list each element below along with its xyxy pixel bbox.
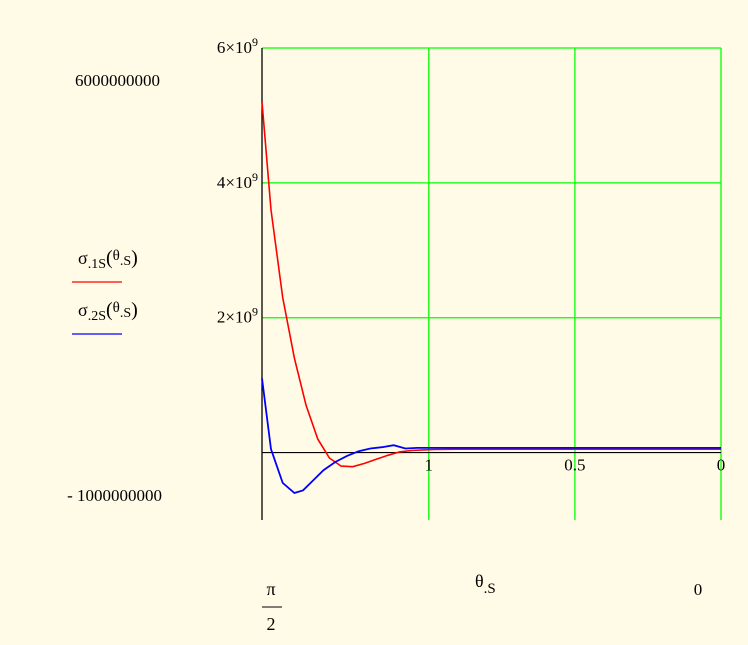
- x-range-left-numerator: π: [266, 579, 275, 599]
- x-range-left-denominator: 2: [267, 614, 276, 634]
- y-range-bottom-label: - 1000000000: [67, 486, 162, 505]
- y-range-top-label: 6000000000: [75, 71, 160, 90]
- x-axis-label: θ.S: [475, 571, 496, 597]
- legend-label-1: σ.1S(θ.S): [78, 247, 138, 272]
- x-tick-label: 0: [717, 456, 726, 475]
- x-tick-label: 0.5: [564, 456, 585, 475]
- series-line-2: [261, 378, 721, 495]
- y-tick-label: 6×109: [217, 35, 258, 57]
- y-tick-label: 4×109: [217, 170, 258, 192]
- y-tick-label: 2×109: [217, 305, 258, 327]
- legend-label-2: σ.2S(θ.S): [78, 299, 138, 324]
- x-range-right-label: 0: [694, 580, 703, 599]
- x-tick-label: 1: [425, 456, 434, 475]
- series-line-1: [261, 101, 721, 468]
